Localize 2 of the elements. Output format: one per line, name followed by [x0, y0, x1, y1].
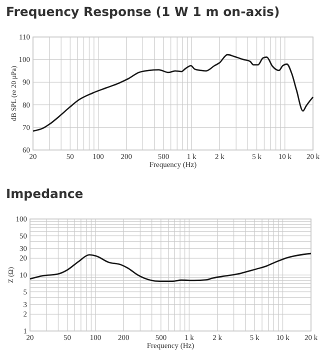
chart-title: Impedance	[6, 186, 84, 201]
chart-title: Frequency Response (1 W 1 m on-axis)	[6, 4, 280, 19]
